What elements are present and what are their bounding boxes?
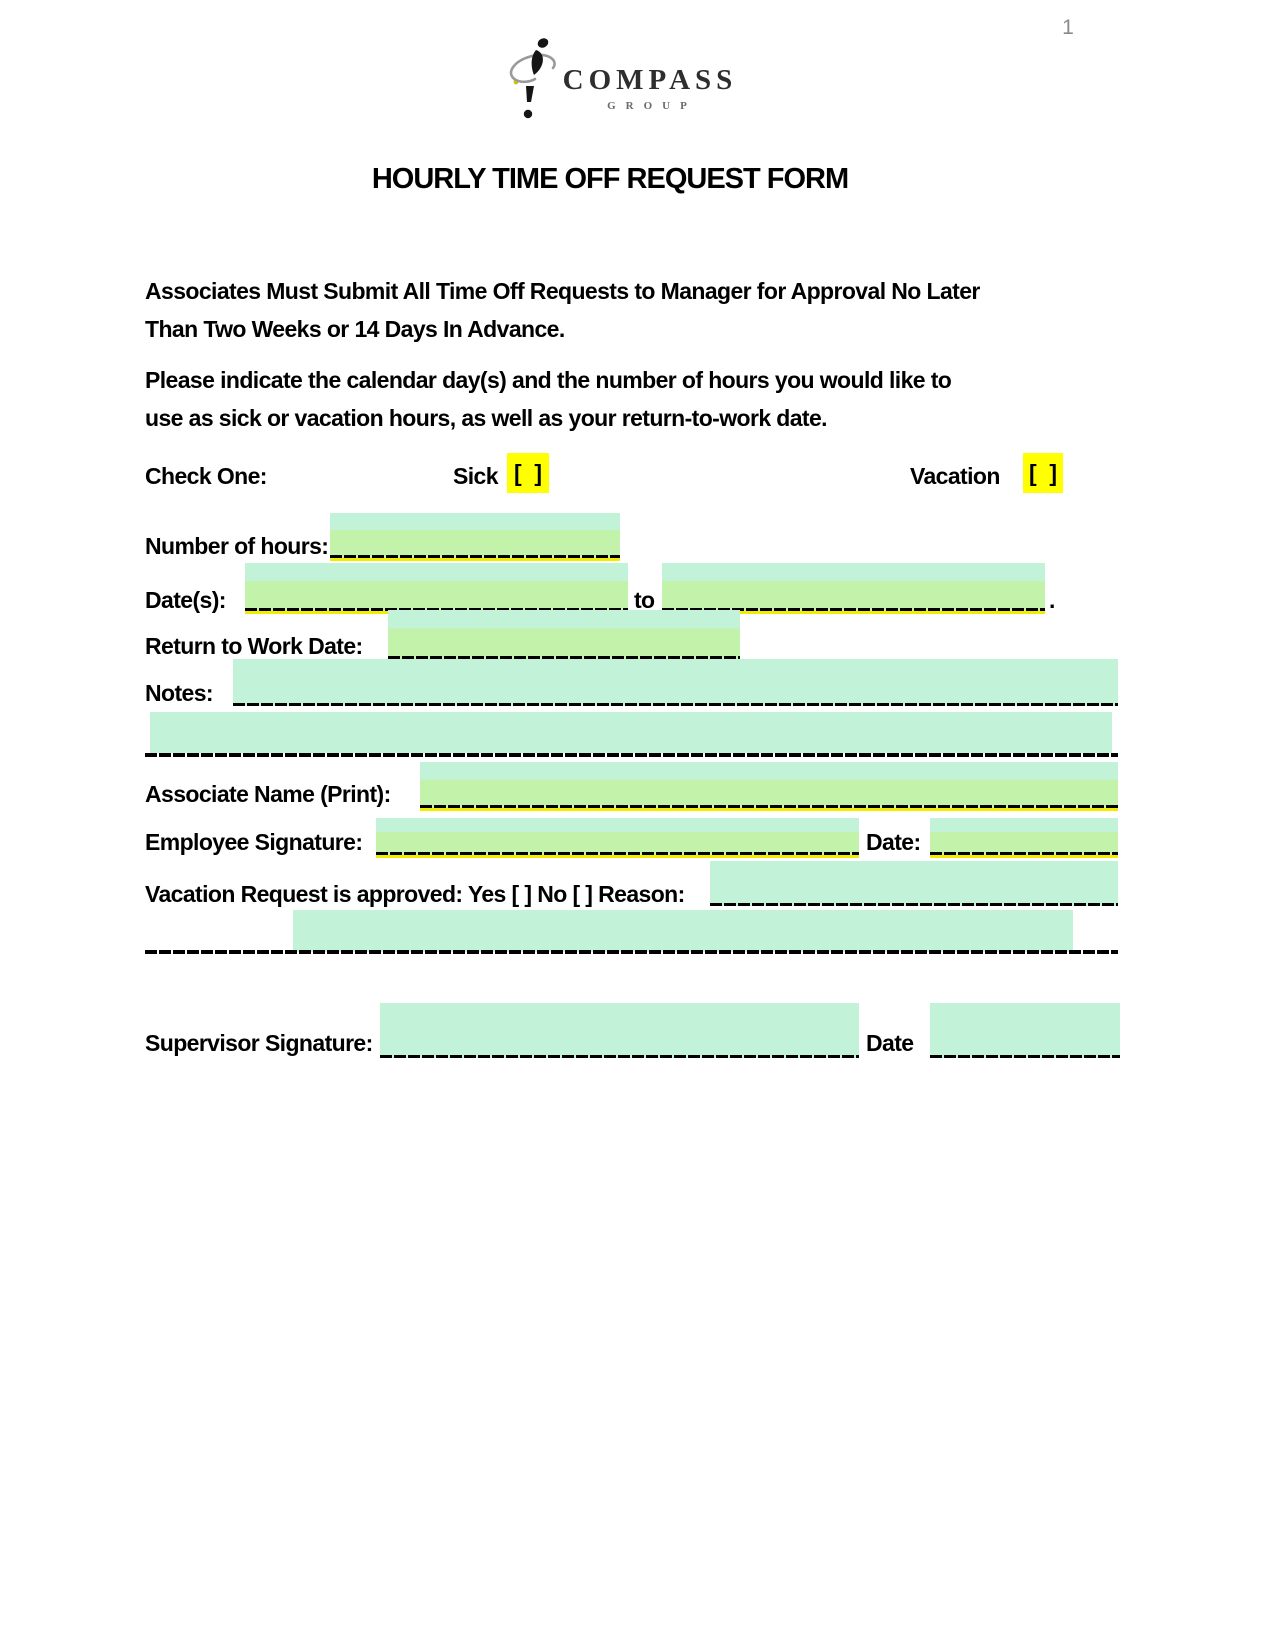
underscore-line	[930, 1055, 1120, 1058]
submit-notice-line-2: Than Two Weeks or 14 Days In Advance.	[145, 316, 565, 342]
underscore-line	[330, 555, 620, 558]
number-of-hours-field[interactable]	[330, 513, 620, 558]
compass-group-logo: COMPASS GROUP	[0, 34, 1240, 126]
dates-period: .	[1049, 587, 1055, 613]
logo-text: COMPASS GROUP	[562, 64, 738, 113]
instructions-line-2: use as sick or vacation hours, as well a…	[145, 405, 828, 431]
underscore-line	[145, 753, 1118, 757]
check-one-label: Check One:	[145, 463, 267, 489]
return-to-work-label: Return to Work Date:	[145, 633, 363, 659]
associate-name-label: Associate Name (Print):	[145, 781, 391, 807]
underscore-line	[710, 903, 1118, 906]
logo-brand-text: COMPASS	[562, 64, 738, 96]
notes-field-line-2[interactable]	[150, 712, 1112, 753]
supervisor-signature-field[interactable]	[380, 1003, 859, 1058]
vacation-checkbox[interactable]: [ ]	[1023, 453, 1063, 493]
employee-signature-label: Employee Signature:	[145, 829, 363, 855]
underscore-line	[380, 1055, 859, 1058]
underscore-line	[420, 805, 1118, 808]
number-of-hours-label: Number of hours:	[145, 533, 329, 559]
associate-name-field[interactable]	[420, 762, 1118, 808]
page-number: 1	[1062, 16, 1074, 39]
underscore-line	[388, 656, 740, 659]
underscore-line	[376, 852, 859, 855]
instructions-paragraph: Please indicate the calendar day(s) and …	[145, 361, 1145, 437]
vacation-label: Vacation	[910, 463, 1000, 489]
compass-figure-icon	[509, 38, 556, 119]
dates-to-word: to	[634, 587, 655, 613]
vacation-reason-field-line-2[interactable]	[293, 910, 1073, 952]
form-title: HOURLY TIME OFF REQUEST FORM	[371, 163, 849, 195]
vacation-reason-field[interactable]	[710, 861, 1118, 906]
notes-field[interactable]	[233, 659, 1118, 706]
notes-label: Notes:	[145, 680, 214, 706]
underscore-line	[662, 608, 1045, 611]
employee-signature-field[interactable]	[376, 818, 859, 855]
underscore-line	[145, 950, 1118, 954]
sick-label: Sick	[453, 463, 499, 489]
logo-inner: COMPASS GROUP	[503, 34, 738, 126]
underscore-line	[245, 608, 628, 611]
dates-label: Date(s):	[145, 587, 226, 613]
date-to-field[interactable]	[662, 563, 1045, 611]
submit-notice-line-1: Associates Must Submit All Time Off Requ…	[145, 278, 980, 304]
logo-sub-brand-text: GROUP	[607, 100, 697, 112]
return-to-work-field[interactable]	[388, 610, 740, 659]
employee-date-label: Date:	[866, 829, 921, 855]
employee-date-field[interactable]	[930, 818, 1118, 855]
underscore-line	[930, 852, 1118, 855]
supervisor-date-field[interactable]	[930, 1003, 1120, 1058]
vacation-request-label: Vacation Request is approved: Yes [ ] No…	[145, 881, 685, 907]
date-from-field[interactable]	[245, 563, 628, 611]
supervisor-date-label: Date	[866, 1030, 914, 1056]
underscore-line	[233, 703, 1118, 706]
supervisor-signature-label: Supervisor Signature:	[145, 1030, 373, 1056]
sick-checkbox[interactable]: [ ]	[507, 453, 549, 493]
submit-notice-paragraph: Associates Must Submit All Time Off Requ…	[145, 272, 1145, 348]
instructions-line-1: Please indicate the calendar day(s) and …	[145, 367, 952, 393]
